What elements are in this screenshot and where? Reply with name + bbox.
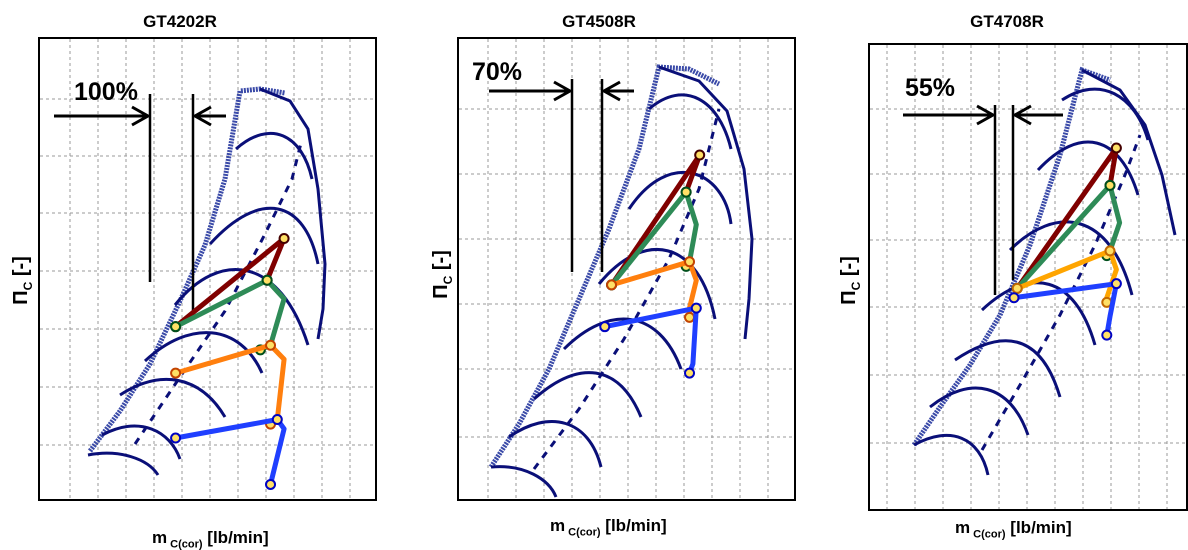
speed-line xyxy=(533,371,643,418)
arrow-head-left xyxy=(191,105,212,127)
speed-line xyxy=(119,377,227,418)
data-point xyxy=(606,279,618,291)
surge-line xyxy=(488,64,721,469)
speed-line xyxy=(508,420,603,468)
speed-line xyxy=(87,451,160,476)
x-axis-label: m C(cor) [lb/min] xyxy=(955,518,1072,541)
chart-svg xyxy=(870,45,1186,509)
annotation-label: 100% xyxy=(74,78,138,106)
chart-title: GT4708R xyxy=(970,12,1044,31)
efficiency-dashed-line xyxy=(980,134,1142,451)
data-point xyxy=(170,321,182,333)
arrow-head-left xyxy=(600,80,621,102)
speed-line xyxy=(980,281,1097,346)
data-point xyxy=(1011,282,1023,294)
plot-area xyxy=(868,43,1188,511)
surge-line xyxy=(88,86,286,453)
speed-line xyxy=(143,331,264,374)
plot-area xyxy=(38,37,377,501)
arrow-head-left xyxy=(1011,104,1032,126)
chart-title: GT4508R xyxy=(562,12,636,31)
arrow-head-right xyxy=(131,105,152,127)
data-point xyxy=(170,367,182,379)
efficiency-dashed-line xyxy=(532,108,721,470)
map-outer-boundary xyxy=(658,65,754,340)
chart-svg xyxy=(40,39,375,499)
data-point xyxy=(278,233,290,245)
plot-area xyxy=(457,37,796,501)
data-point xyxy=(170,432,182,444)
operating-line xyxy=(1011,281,1119,338)
speed-line xyxy=(235,131,314,180)
data-point xyxy=(690,302,702,314)
speed-line xyxy=(597,248,717,320)
data-point xyxy=(1104,179,1116,191)
speed-line xyxy=(101,424,182,460)
arrow-head-right xyxy=(976,104,997,126)
data-point xyxy=(265,478,277,490)
map-outer-boundary xyxy=(259,87,327,340)
annotation-label: 70% xyxy=(472,58,523,86)
chart-svg xyxy=(459,39,794,499)
operating-line xyxy=(173,417,287,487)
data-point xyxy=(680,186,692,198)
data-point xyxy=(271,413,283,425)
data-point xyxy=(1101,329,1113,341)
data-point xyxy=(684,367,696,379)
speed-line xyxy=(208,206,320,265)
y-axis-label: ΠC [-] xyxy=(9,256,35,305)
arrow-head-right xyxy=(553,80,574,102)
data-point xyxy=(1008,292,1020,304)
y-axis-label: ΠC [-] xyxy=(837,256,863,305)
annotation-label: 55% xyxy=(905,74,956,102)
data-point xyxy=(1110,278,1122,290)
speed-line xyxy=(648,93,733,150)
data-point xyxy=(684,256,696,268)
data-point xyxy=(684,311,696,323)
chart-title: GT4202R xyxy=(143,12,217,31)
map-outer-boundary xyxy=(1081,68,1177,236)
data-point xyxy=(265,339,277,351)
data-point xyxy=(599,321,611,333)
y-axis-label: ΠC [-] xyxy=(429,250,455,299)
speed-line xyxy=(954,339,1062,398)
speed-line xyxy=(913,434,990,476)
data-point xyxy=(261,274,273,286)
speed-line xyxy=(1036,140,1140,196)
surge-line xyxy=(911,66,1111,447)
x-axis-label: m C(cor) [lb/min] xyxy=(550,516,667,539)
speed-line xyxy=(1061,87,1150,141)
speed-line xyxy=(1008,220,1134,296)
speed-line xyxy=(490,465,558,498)
x-axis-label: m C(cor) [lb/min] xyxy=(152,528,269,550)
data-point xyxy=(694,149,706,161)
speed-line xyxy=(562,317,683,370)
speed-line xyxy=(929,386,1030,436)
data-point xyxy=(1104,245,1116,257)
data-point xyxy=(1110,142,1122,154)
